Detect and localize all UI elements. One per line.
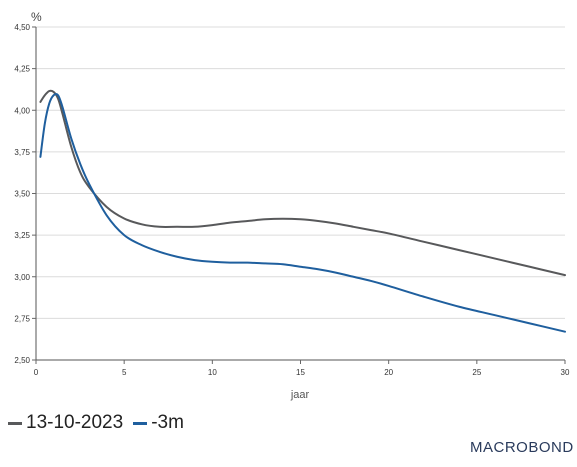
legend-label-series-2: -3m (151, 412, 184, 433)
x-tick-label: 30 (561, 368, 570, 377)
x-tick-label: 15 (296, 368, 305, 377)
y-tick-label: 2,50 (14, 356, 30, 365)
x-tick-label: 25 (472, 368, 481, 377)
y-tick-label: 3,50 (14, 190, 30, 199)
y-tick-label: 3,00 (14, 273, 30, 282)
series-lines (39, 89, 566, 333)
x-tick-label: 10 (208, 368, 217, 377)
x-axis-ticks: 0 5 10 15 20 25 30 (34, 360, 570, 377)
y-tick-label: 4,25 (14, 65, 30, 74)
y-tick-label: 4,00 (14, 106, 30, 115)
y-tick-label: 3,25 (14, 231, 30, 240)
legend: 13-10-2023 -3m (8, 412, 184, 434)
legend-item-series-2: -3m (133, 412, 184, 434)
x-tick-label: 20 (384, 368, 393, 377)
y-unit-label: % (31, 10, 42, 24)
series-line-2 (39, 93, 566, 333)
x-tick-label: 5 (122, 368, 127, 377)
legend-swatch-series-1 (8, 421, 22, 425)
y-axis-ticks: 2,50 2,75 3,00 3,25 3,50 3,75 4,00 4,25 4,50 (14, 23, 36, 365)
grid-lines (36, 26, 565, 319)
series-line-1 (39, 89, 566, 277)
legend-item-series-1: 13-10-2023 (8, 412, 123, 434)
legend-label-series-1: 13-10-2023 (26, 412, 124, 433)
y-tick-label: 4,50 (14, 23, 30, 32)
legend-swatch-series-2 (133, 421, 148, 425)
x-axis-title: jaar (290, 389, 310, 401)
macrobond-logo: MACROBOND (470, 439, 574, 456)
y-tick-label: 2,75 (14, 314, 30, 323)
x-tick-label: 0 (34, 368, 39, 377)
y-tick-label: 3,75 (14, 148, 30, 157)
